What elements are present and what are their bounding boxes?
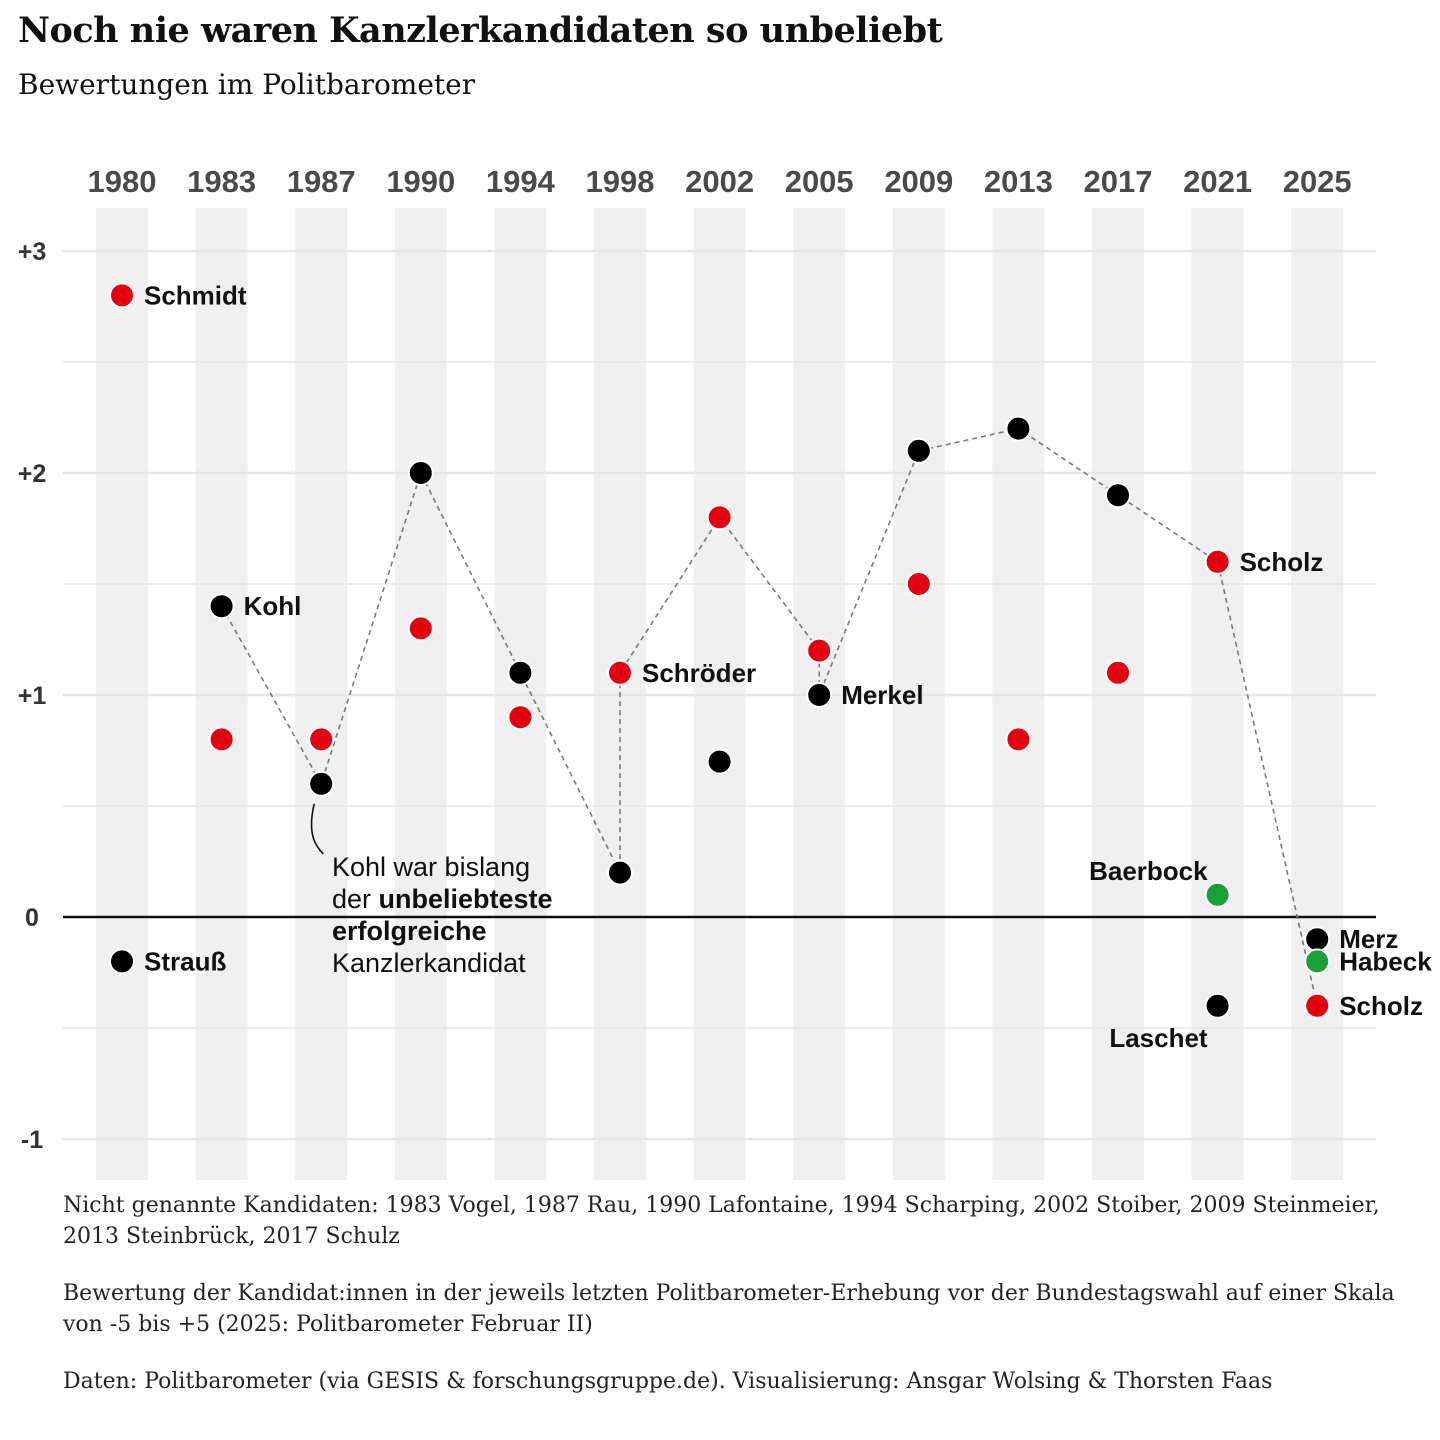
y-tick-label: +3 [18,238,47,266]
note-method: Bewertung der Kandidat:innen in der jewe… [63,1281,1395,1337]
year-label-2005: 2005 [785,164,854,199]
annotation-line: Kohl war bislang [332,852,530,882]
point-union-2005 [806,682,833,708]
annotation-connector [310,803,324,855]
y-axis-ticks: +3 +2 +1 0 -1 [18,238,47,1154]
point-spd-1987 [308,726,335,753]
point-union-1983 [208,593,235,620]
year-label-2013: 2013 [984,164,1053,199]
year-label-1980: 1980 [88,164,157,199]
point-spd-1994 [507,704,534,731]
annotation-text: der [332,884,379,914]
connector-layer [220,427,1318,1006]
point-spd-2002 [706,504,733,531]
point-union-1994 [507,659,534,686]
point-union-2021 [1204,992,1231,1019]
annotation-text: Kanzlerkandidat [332,948,526,978]
point-union-1990 [407,460,434,486]
annotation-line: Kanzlerkandidat [332,948,526,978]
grid-lines [63,249,1376,1141]
point-label-scholz: Scholz [1339,991,1423,1021]
note-unnamed-candidates: Nicht genannte Kandidaten: 1983 Vogel, 1… [63,1193,1380,1249]
point-union-2009 [905,437,932,464]
year-labels: 1980 1983 1987 1990 1994 1998 2002 2005 2009 2013… [88,164,1352,199]
y-tick-label: -1 [21,1126,43,1154]
point-spd-2021 [1204,548,1231,575]
point-spd-2025 [1304,992,1331,1019]
year-label-2009: 2009 [884,164,953,199]
point-union-2017 [1105,482,1131,509]
point-union-2002 [706,748,733,775]
year-label-1987: 1987 [287,164,356,199]
point-union-2013 [1005,415,1032,442]
year-label-1994: 1994 [486,164,556,199]
point-label-baerbock: Baerbock [1089,856,1208,886]
point-label-merkel: Merkel [841,680,923,710]
year-label-2021: 2021 [1183,164,1252,199]
point-label-scholz: Scholz [1240,547,1324,577]
year-label-2002: 2002 [685,164,754,199]
footnotes: Nicht genannte Kandidaten: 1983 Vogel, 1… [63,1190,1403,1423]
point-spd-1998 [607,659,633,686]
point-label-schmidt: Schmidt [144,280,247,310]
year-label-1983: 1983 [187,164,256,199]
year-label-2017: 2017 [1084,164,1153,199]
point-spd-2009 [905,571,932,597]
y-tick-label: +1 [18,682,47,710]
point-spd-1983 [208,726,235,753]
point-spd-2005 [806,637,833,664]
point-label-laschet: Laschet [1109,1023,1208,1053]
point-spd-2013 [1005,726,1032,753]
point-labels: Schmidt Strauß Kohl Schröder Merkel Scholz Bae… [144,280,1432,1052]
point-label-merz: Merz [1339,924,1398,954]
point-label-strauß: Strauß [144,946,226,976]
annotation-emphasis: erfolgreiche [332,916,487,946]
chart-subtitle: Bewertungen im Politbarometer [18,68,476,101]
annotation-line: der unbeliebteste [332,884,553,914]
point-union-1980 [109,948,135,975]
point-spd-1980 [109,282,135,309]
connector-line [220,427,1318,1006]
year-label-1990: 1990 [386,164,455,199]
chart: +3 +2 +1 0 -1 1980 1983 1987 1990 1994 1998 2002 20… [18,164,1432,1180]
point-label-kohl: Kohl [244,591,302,621]
point-spd-1990 [407,615,434,642]
data-points [109,282,1331,1019]
point-label-habeck: Habeck [1339,946,1432,976]
point-union-1998 [607,859,633,886]
y-tick-label: +2 [18,460,47,488]
point-union-2025 [1304,926,1331,953]
annotation-line: erfolgreiche [332,916,487,946]
annotation-emphasis: unbeliebteste [379,884,553,914]
point-gruene-2025 [1304,948,1331,975]
point-spd-2017 [1105,659,1131,686]
point-gruene-2021 [1204,881,1231,908]
point-union-1987 [308,770,335,797]
annotation-text: Kohl war bislang [332,852,530,882]
year-label-1998: 1998 [586,164,655,199]
chart-title: Noch nie waren Kanzlerkandidaten so unbe… [18,10,943,51]
point-label-schröder: Schröder [642,658,756,688]
y-tick-label: 0 [25,904,39,932]
note-source: Daten: Politbarometer (via GESIS & forsc… [63,1369,1273,1394]
year-label-2025: 2025 [1283,164,1352,199]
